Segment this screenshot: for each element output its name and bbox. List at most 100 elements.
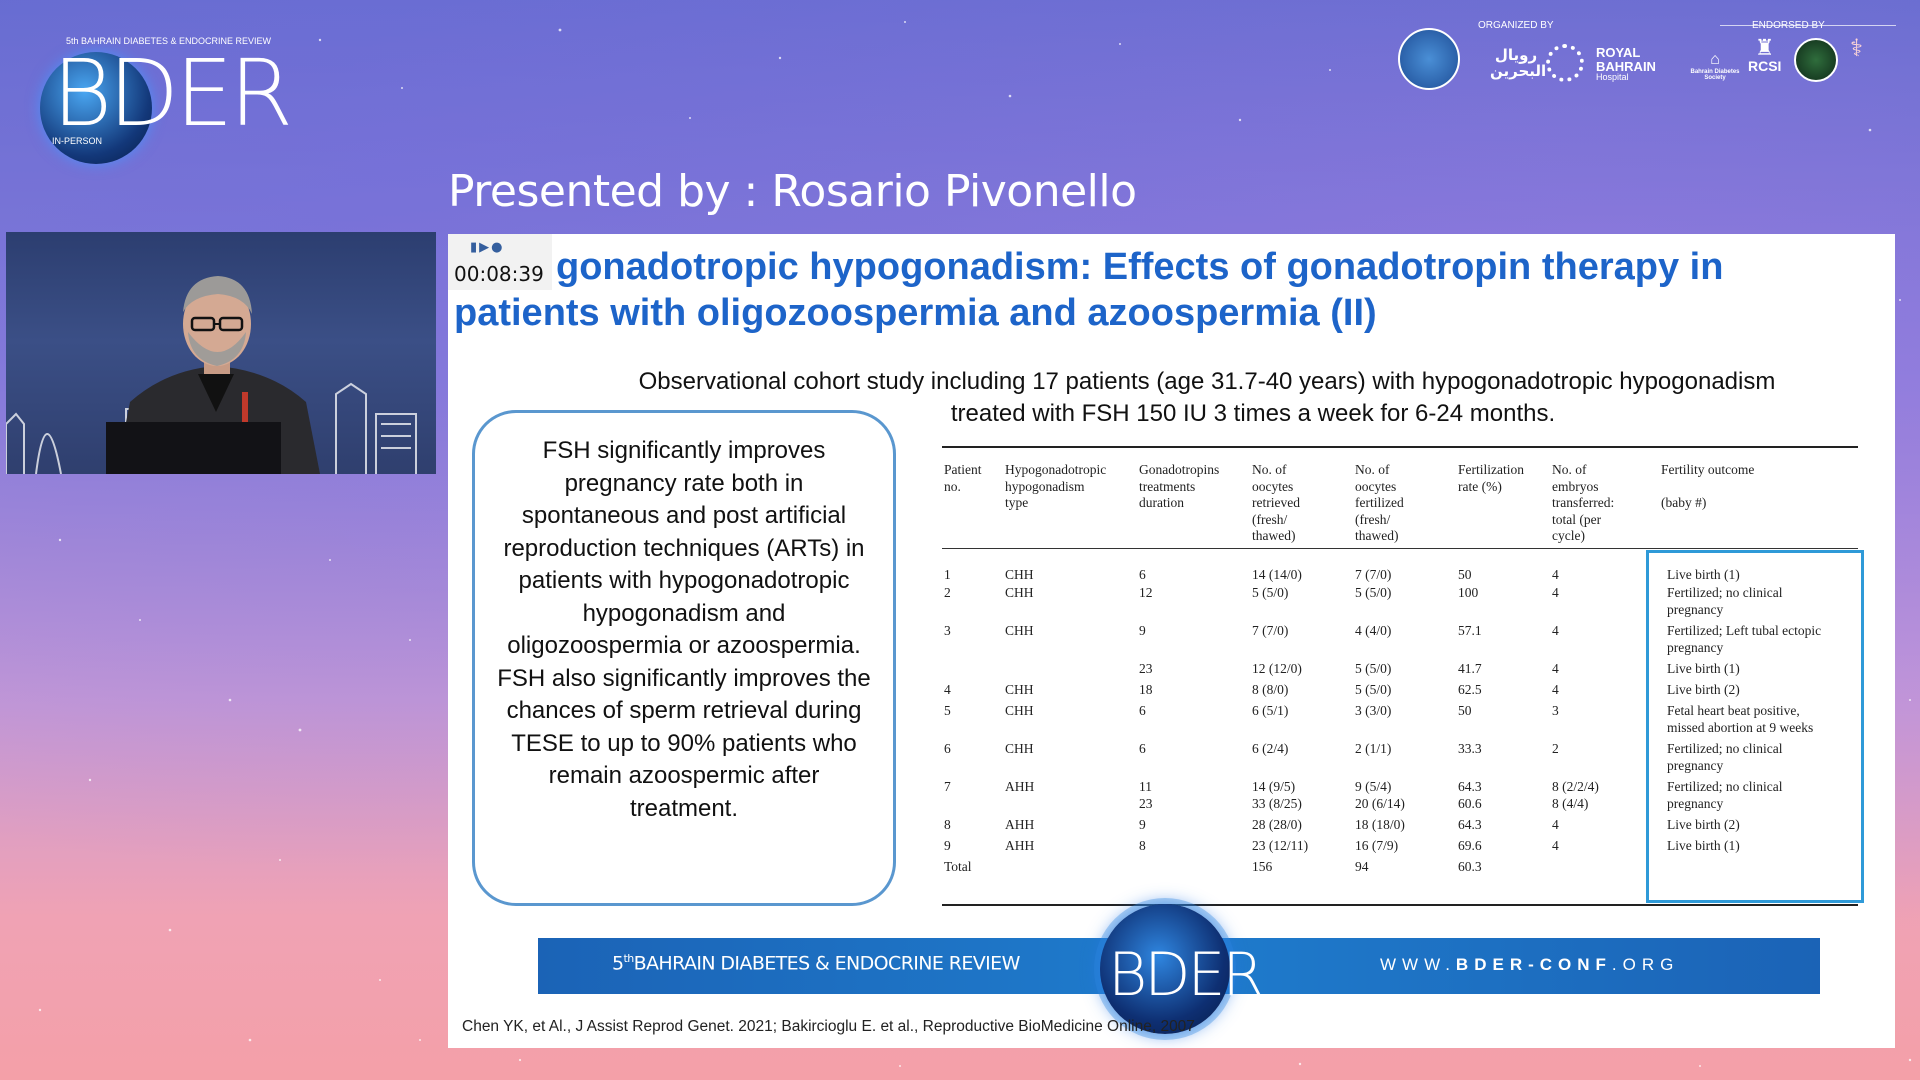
recording-timer: ▮▶● 00:08:39: [448, 234, 552, 290]
cell-oocytes-fertilized: 2 (1/1): [1355, 741, 1392, 756]
header-treatment-duration: Gonadotropins treatments duration: [1139, 462, 1220, 510]
flower-emblem-icon: [1546, 44, 1584, 82]
cell-oocytes-fertilized: 4 (4/0): [1355, 623, 1392, 638]
cell-oocytes-retrieved: 156: [1252, 859, 1273, 874]
cell-fertility-outcome: Live birth (1): [1667, 566, 1740, 582]
cell-fertility-outcome: Live birth (2): [1667, 817, 1740, 832]
cell-fertility-outcome: Fertilized; no clinical pregnancy: [1667, 779, 1783, 811]
cell-fertilization-rate: 69.6: [1458, 838, 1482, 853]
cell-embryos-transferred: 8 (2/2/4) 8 (4/4): [1552, 779, 1599, 811]
banner-website-link[interactable]: WWW.BDER-CONF.ORG: [1380, 955, 1680, 974]
organized-by-label: ORGANIZED BY: [1478, 20, 1554, 31]
cell-patient-no: 1: [944, 566, 951, 582]
cell-oocytes-fertilized: 9 (5/4) 20 (6/14): [1355, 779, 1405, 811]
cell-fertility-outcome: Fertilized; Left tubal ectopic pregnancy: [1667, 623, 1822, 655]
cell-patient-no: 3: [944, 623, 951, 638]
speaker-video[interactable]: [6, 232, 436, 474]
cell-embryos-transferred: 4: [1552, 566, 1559, 582]
cell-oocytes-fertilized: 3 (3/0): [1355, 703, 1392, 718]
cell-hh-type: AHH: [1005, 817, 1035, 832]
cell-embryos-transferred: 4: [1552, 838, 1559, 853]
divider: [1820, 25, 1896, 26]
cell-oocytes-retrieved: 14 (14/0): [1252, 566, 1302, 582]
table-row: 9 AHH 8 23 (12/11) 16 (7/9) 69.6 4 Live birth (…: [942, 836, 1858, 857]
cell-fertilization-rate: 64.3 60.6: [1458, 779, 1482, 811]
cell-hh-type: AHH: [1005, 779, 1035, 794]
rcsi-label: RCSI: [1748, 58, 1782, 75]
cell-fertility-outcome: Fertilized; no clinical pregnancy: [1667, 585, 1783, 617]
cell-duration: [1137, 857, 1250, 879]
cell-hh-type: CHH: [1005, 566, 1034, 582]
cell-hh-type: CHH: [1005, 585, 1034, 600]
rcsi-logo: ♜ RCSI: [1748, 36, 1781, 76]
banner-logo-wordmark: BDER: [1108, 940, 1264, 1010]
banner-logo: BDER: [1100, 904, 1264, 1034]
endorsed-by-label: ENDORSED BY: [1752, 20, 1825, 31]
cell-hh-type: CHH: [1005, 741, 1034, 756]
mosque-icon: ⌂: [1710, 51, 1720, 68]
cell-oocytes-fertilized: 5 (5/0): [1355, 661, 1392, 676]
cell-hh-type: [1003, 659, 1137, 680]
organizer-arabic-name: رويال البحرين: [1490, 47, 1547, 80]
cell-fertilization-rate: 41.7: [1458, 661, 1482, 676]
crest-icon: ♜: [1754, 35, 1775, 60]
header-fertilization-rate: Fertilization rate (%): [1458, 462, 1524, 494]
cell-duration: 12: [1139, 585, 1153, 600]
cell-oocytes-fertilized: 16 (7/9): [1355, 838, 1399, 853]
cell-hh-type: CHH: [1005, 703, 1034, 718]
table-bottom-rule: [942, 904, 1858, 906]
table-row: 7 AHH 11 23 14 (9/5) 33 (8/25) 9 (5/4) 20 (6…: [942, 777, 1858, 815]
cell-hh-type: [1003, 857, 1137, 879]
cell-patient-no: 9: [944, 838, 951, 853]
table-row: 8 AHH 9 28 (28/0) 18 (18/0) 64.3 4 Live birth (…: [942, 815, 1858, 836]
cell-duration: 9: [1139, 623, 1146, 638]
cell-embryos-transferred: 4: [1552, 817, 1559, 832]
table-top-rule: [942, 446, 1858, 448]
cell-duration: 6: [1139, 566, 1146, 582]
logo-tagline: 5th BAHRAIN DIABETES & ENDOCRINE REVIEW: [66, 36, 272, 46]
cell-duration: 6: [1139, 741, 1146, 756]
cell-oocytes-retrieved: 7 (7/0): [1252, 623, 1289, 638]
cell-oocytes-fertilized: 5 (5/0): [1355, 585, 1392, 600]
cell-oocytes-retrieved: 23 (12/11): [1252, 838, 1309, 853]
cell-fertility-outcome: Live birth (1): [1667, 838, 1740, 853]
presentation-slide: gonadotropic hypogonadism: Effects of go…: [448, 234, 1895, 1048]
bahrain-diabetes-society-logo: ⌂ Bahrain Diabetes Society: [1682, 51, 1748, 81]
cell-patient-no: [942, 659, 1003, 680]
logo-format: IN-PERSON: [52, 136, 103, 146]
cell-oocytes-retrieved: 14 (9/5) 33 (8/25): [1252, 779, 1302, 811]
cell-hh-type: CHH: [1005, 682, 1034, 697]
society-seal-icon: [1794, 38, 1838, 82]
cell-embryos-transferred: 4: [1552, 623, 1559, 638]
key-findings-callout: FSH significantly improves pregnancy rat…: [472, 410, 896, 906]
cell-fertility-outcome: Fetal heart beat positive, missed aborti…: [1667, 703, 1814, 735]
cell-embryos-transferred: 4: [1552, 661, 1559, 676]
study-description-line2: treated with FSH 150 IU 3 times a week f…: [950, 400, 1556, 427]
cell-fertilization-rate: 33.3: [1458, 741, 1482, 756]
cell-patient-no: 5: [944, 703, 951, 718]
banner-conference-name: 5thBAHRAIN DIABETES & ENDOCRINE REVIEW: [612, 952, 1020, 975]
header-embryos-transferred: No. of embryos transferred: total (per cycle…: [1552, 462, 1615, 543]
cell-oocytes-retrieved: 5 (5/0): [1252, 585, 1289, 600]
cell-fertilization-rate: 50: [1458, 703, 1472, 718]
divider: [1720, 25, 1820, 26]
organizer-name-line3: Hospital: [1596, 72, 1629, 83]
sponsor-strip: ORGANIZED BY رويال البحرين ROYAL BAHRAIN…: [1390, 18, 1900, 98]
cell-oocytes-retrieved: 8 (8/0): [1252, 682, 1289, 697]
cell-patient-no: 6: [944, 741, 951, 756]
cell-duration: 23: [1139, 661, 1153, 676]
cell-embryos-transferred: 4: [1552, 585, 1559, 600]
cell-embryos-transferred: 3: [1552, 703, 1559, 718]
cell-duration: 18: [1139, 682, 1153, 697]
cell-hh-type: AHH: [1005, 838, 1035, 853]
cell-fertility-outcome: Live birth (2): [1667, 682, 1740, 697]
organizer-name-line1: ROYAL: [1596, 45, 1641, 60]
table-row: 1 CHH 6 14 (14/0) 7 (7/0) 50 4 Live birth (1): [942, 553, 1858, 584]
medical-society-emblem-icon: ⚕: [1850, 35, 1863, 62]
cell-patient-no: 7: [944, 779, 951, 794]
cell-oocytes-fertilized: 94: [1355, 859, 1369, 874]
slide-reference: Chen YK, et Al., J Assist Reprod Genet. …: [462, 1018, 1195, 1035]
cell-duration: 11 23: [1139, 779, 1153, 811]
cell-patient-no: 4: [944, 682, 951, 697]
slide-title: gonadotropic hypogonadism: Effects of go…: [454, 244, 1874, 336]
